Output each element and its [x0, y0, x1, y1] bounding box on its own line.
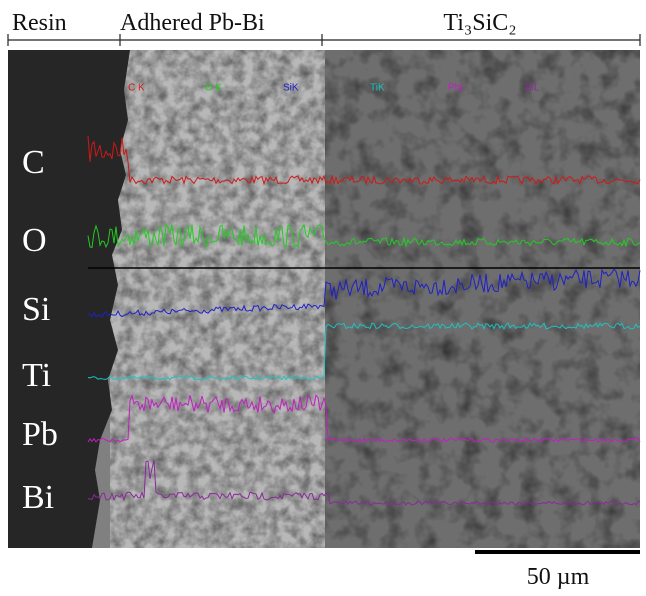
scan-label: C K	[128, 83, 145, 94]
element-label: C	[22, 144, 45, 181]
scan-label: BiL	[525, 83, 540, 94]
scan-label: TiK	[370, 83, 385, 94]
scan-label: O K	[205, 83, 223, 94]
element-label: O	[22, 222, 47, 259]
scan-label: SiK	[283, 83, 299, 94]
micrograph	[8, 50, 640, 548]
scale-bar-label: 50 µm	[527, 564, 590, 590]
region-label: Resin	[12, 10, 67, 36]
element-label: Si	[22, 291, 50, 328]
figure: Resin Adhered Pb-Bi Ti₃SiC₂ C O Si Ti Pb Bi C …	[0, 0, 646, 596]
region-label: Adhered Pb-Bi	[120, 10, 265, 36]
region-label: Ti₃SiC₂	[443, 10, 516, 36]
scan-label: PbL	[448, 83, 466, 94]
element-label: Bi	[22, 479, 54, 516]
element-label: Ti	[22, 357, 51, 394]
element-label: Pb	[22, 416, 58, 453]
region-brackets	[8, 34, 640, 46]
